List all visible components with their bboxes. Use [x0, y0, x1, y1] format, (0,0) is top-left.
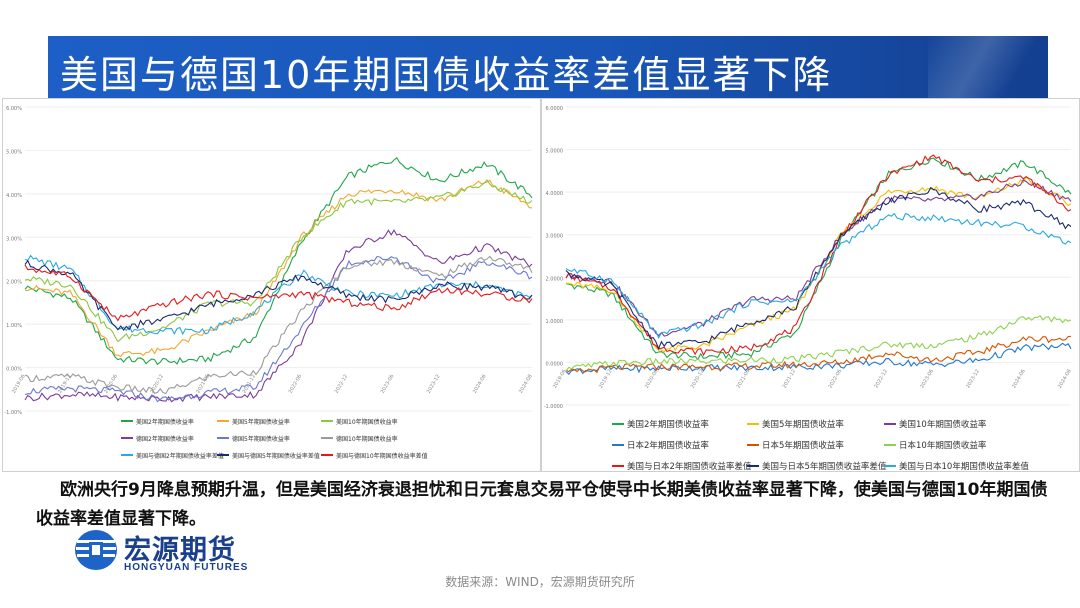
logo-name-en: HONGYUAN FUTURES	[124, 562, 249, 573]
series-line-5	[565, 335, 1072, 374]
hongyuan-logo-icon	[75, 530, 117, 570]
x-tick-label: 2019-06	[552, 368, 568, 389]
x-tick-label: 2023-06	[919, 368, 935, 389]
y-tick-label: 4.00%	[6, 193, 22, 199]
series-line-8	[24, 259, 533, 332]
x-tick-label: 2024-08	[1057, 368, 1073, 389]
y-tick-label: 0.0000	[546, 361, 564, 367]
x-tick-label: 2023-06	[380, 374, 396, 395]
x-tick-label: 2023-12	[426, 374, 442, 395]
y-tick-label: 6.0000	[546, 106, 564, 112]
y-tick-label: 5.00%	[6, 149, 22, 155]
x-tick-label: 2021-12	[782, 368, 798, 389]
chart-us-japan-svg: -1.0000 0.0000 1.0000 2.0000 3.0000 4.0000 5.0…	[544, 106, 1073, 472]
series-line-2	[24, 179, 533, 358]
legend-label: 德国5年期国债收益率	[232, 435, 290, 443]
series-line-7	[24, 254, 533, 336]
banner-decoration	[928, 36, 1048, 104]
legend-label: 美国与日本10年期国债收益率差值	[899, 461, 1029, 471]
y-tick-label: 1.0000	[546, 319, 564, 325]
y-tick-label: 4.0000	[546, 191, 564, 197]
series-line-5	[24, 255, 533, 403]
series-line-4	[24, 229, 533, 403]
series-line-1	[565, 157, 1072, 361]
x-tick-label: 2020-06	[644, 368, 660, 389]
x-tick-label: 2022-06	[288, 374, 304, 395]
legend-label: 美国与德国10年期国债收益率差值	[336, 452, 428, 460]
chart-us-japan-yields: -1.0000 0.0000 1.0000 2.0000 3.0000 4.0000 5.0…	[541, 98, 1080, 472]
series-line-9	[24, 264, 533, 322]
series-line-8	[565, 186, 1072, 351]
series-line-7	[565, 154, 1072, 357]
x-tick-label: 2024-08	[518, 374, 534, 395]
chart-us-germany-svg: -1.00% 0.00% 1.00% 2.00% 3.00% 4.00% 5.00% 6.00…	[4, 106, 534, 460]
x-tick-label: 2019-12	[598, 368, 614, 389]
x-tick-label: 2022-06	[828, 368, 844, 389]
y-tick-label: 1.00%	[6, 323, 22, 329]
legend-label: 美国与德国2年期国债收益率差值	[136, 452, 224, 460]
series-line-3	[24, 179, 533, 343]
legend-label: 美国2年期国债收益率	[136, 418, 194, 426]
y-tick-label: 6.00%	[6, 106, 22, 112]
legend-label: 美国与日本2年期国债收益率差值	[627, 461, 752, 471]
legend-label: 日本2年期国债收益率	[627, 440, 709, 451]
series-line-6	[565, 315, 1072, 372]
legend-label: 美国与德国5年期国债收益率差值	[232, 452, 320, 460]
x-tick-label: 2021-06	[736, 368, 752, 389]
y-tick-label: 2.0000	[546, 276, 564, 282]
legend-label: 日本10年期国债收益率	[899, 440, 987, 451]
y-tick-label: 3.00%	[6, 236, 22, 242]
y-tick-label: -1.00%	[4, 410, 22, 416]
legend-label: 美国5年期国债收益率	[762, 419, 844, 430]
x-tick-label: 2024-06	[472, 374, 488, 395]
series-line-2	[565, 176, 1072, 353]
y-tick-label: 0.00%	[6, 367, 22, 373]
company-logo: 宏源期货 HONGYUAN FUTURES	[74, 526, 314, 578]
legend-label: 美国与日本5年期国债收益率差值	[762, 461, 887, 471]
y-tick-label: 5.0000	[546, 149, 564, 155]
page-title: 美国与德国10年期国债收益率差值显著下降	[60, 53, 833, 97]
legend-label: 德国10年期国债收益率	[336, 435, 398, 443]
legend-label: 美国5年期国债收益率	[232, 418, 290, 426]
x-tick-label: 2022-12	[873, 368, 889, 389]
chart-us-germany-yields: -1.00% 0.00% 1.00% 2.00% 3.00% 4.00% 5.00% 6.00…	[2, 98, 541, 472]
y-tick-label: 3.0000	[546, 234, 564, 240]
caption-text: 欧洲央行9月降息预期升温，但是美国经济衰退担忧和日元套息交易平仓使导中长期美债收…	[36, 480, 1048, 529]
title-banner: 美国与德国10年期国债收益率差值显著下降	[48, 36, 1048, 104]
series-line-6	[24, 255, 533, 395]
series-line-1	[24, 156, 533, 366]
legend-label: 日本5年期国债收益率	[762, 440, 844, 451]
x-tick-label: 2021-06	[195, 374, 211, 395]
logo-name-cn: 宏源期货	[124, 535, 236, 566]
data-source: 数据来源：WIND，宏源期货研究所	[445, 575, 635, 589]
series-line-3	[565, 179, 1072, 337]
series-line-9	[565, 212, 1072, 340]
legend-label: 美国10年期国债收益率	[899, 419, 987, 430]
x-tick-label: 2019-06	[11, 374, 27, 395]
x-tick-label: 2021-12	[242, 374, 258, 395]
legend-label: 美国10年期国债收益率	[336, 418, 398, 426]
x-tick-label: 2022-12	[334, 374, 350, 395]
legend-label: 德国2年期国债收益率	[136, 435, 194, 443]
y-tick-label: 2.00%	[6, 280, 22, 286]
x-tick-label: 2024-06	[1011, 368, 1027, 389]
x-tick-label: 2023-12	[965, 368, 981, 389]
legend-label: 美国2年期国债收益率	[627, 419, 709, 430]
y-tick-label: -1.0000	[544, 404, 563, 410]
